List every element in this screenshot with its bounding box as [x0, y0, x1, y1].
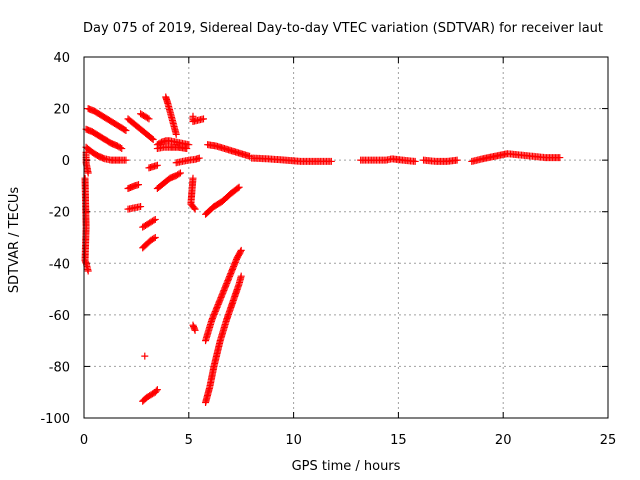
y-tick-label-4: -20	[49, 206, 70, 221]
y-tick-label-5: 0	[62, 154, 70, 169]
arc-j-point-8	[150, 216, 158, 224]
arc-g-point-5	[144, 114, 152, 122]
arc-j-point-9	[151, 215, 159, 223]
arc-r-point-25	[172, 130, 180, 138]
arc-c-point-29	[122, 156, 130, 164]
arc-ab-point-35	[411, 157, 419, 165]
arc-v-point-4	[191, 326, 199, 334]
arc-d-point-13	[84, 169, 92, 177]
x-tick-label-2: 10	[285, 433, 302, 448]
arc-ac-point-22	[453, 156, 461, 164]
arc-z-point-88	[237, 272, 245, 280]
arc-k-point-10	[150, 234, 158, 242]
y-tick-label-3: -40	[49, 257, 70, 272]
arc-f-point-20	[149, 136, 157, 144]
arc-u-point-21	[191, 205, 199, 213]
x-tick-label-3: 15	[390, 433, 407, 448]
x-tick-label-4: 20	[495, 433, 512, 448]
arc-p-point-21	[185, 141, 193, 149]
arc-aa-point-52	[327, 157, 335, 165]
arc-y-point-63	[237, 248, 245, 256]
arc-b-point-28	[118, 145, 126, 153]
arc-x-point-29	[234, 184, 242, 192]
arc-k-point-11	[151, 234, 159, 241]
y-axis-label: SDTVAR / TECUs	[7, 187, 22, 294]
y-tick-label-1: -80	[49, 360, 70, 375]
arc-i-point-8	[137, 203, 145, 211]
arc-y-point-64	[237, 246, 245, 254]
arc-q-point-20	[183, 145, 191, 153]
x-axis-label: GPS time / hours	[292, 459, 401, 474]
arc-h-point-8	[134, 181, 142, 189]
x-tick-label-5: 25	[600, 433, 617, 448]
axis-ticks: 0 5 10 15 20 25 -100 -80 -60 -40 -20 0 20 40	[40, 51, 616, 448]
arc-o-point-18	[176, 169, 184, 177]
arc-b-point-27	[116, 144, 124, 152]
data-points	[81, 93, 564, 407]
x-tick-label-1: 5	[185, 433, 193, 448]
arc-f-point-19	[148, 134, 156, 142]
arc-l-point-0	[141, 352, 149, 360]
arc-g-point-6	[145, 115, 153, 123]
y-tick-label-2: -60	[49, 309, 70, 324]
chart-title: Day 075 of 2019, Sidereal Day-to-day VTE…	[83, 21, 603, 36]
arc-u-point-20	[190, 204, 198, 212]
arc-x-point-30	[235, 183, 243, 191]
arc-a-point-30	[122, 126, 130, 134]
arc-o-point-17	[175, 170, 183, 178]
arc-a-point-29	[121, 126, 129, 134]
grid-lines	[84, 57, 608, 418]
y-tick-label-6: 20	[53, 103, 70, 118]
arc-e-point-62	[84, 267, 92, 275]
arc-ad-point-59	[556, 154, 564, 162]
arc-s-point-15	[195, 154, 203, 162]
y-tick-label-7: 40	[53, 51, 70, 66]
arc-m-point-12	[153, 386, 161, 394]
y-tick-label-0: -100	[40, 412, 70, 427]
arc-t-point-10	[199, 115, 207, 123]
plot-frame	[83, 56, 609, 419]
x-tick-label-0: 0	[80, 433, 88, 448]
arc-n-point-6	[153, 161, 161, 169]
arc-m-point-11	[152, 387, 160, 395]
